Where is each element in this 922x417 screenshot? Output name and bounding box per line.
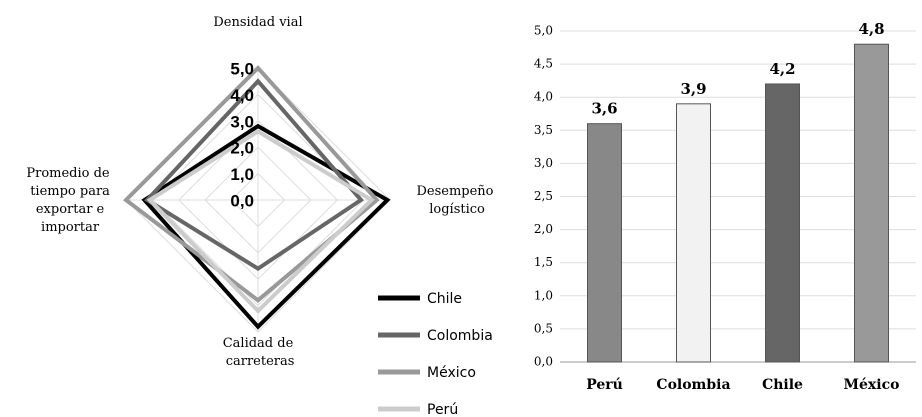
r-tick-label: 5,0 (230, 59, 254, 78)
radar-line (143, 78, 364, 272)
r-tick-label: 0,0 (230, 191, 254, 210)
y-tick-label: 5,0 (534, 24, 553, 38)
y-tick-label: 3,0 (534, 156, 553, 170)
legend-label: Colombia (427, 328, 493, 344)
y-tick-label: 1,0 (534, 288, 553, 302)
y-tick-label: 2,5 (534, 189, 553, 203)
r-tick-label: 4,0 (230, 86, 254, 105)
y-tick-label: 0,0 (534, 355, 553, 369)
r-tick-label: 1,0 (230, 165, 254, 184)
axis-label: Promedio de tiempo para exportar e impor… (26, 166, 110, 235)
radar-line (146, 129, 375, 314)
y-tick-label: 4,0 (534, 90, 553, 104)
x-tick-label: Chile (762, 377, 803, 393)
axis-label: Densidad vial (213, 15, 302, 30)
x-tick-label: Perú (586, 377, 623, 393)
radar-line (141, 123, 391, 330)
r-tick-label: 2,0 (230, 139, 254, 158)
bar (587, 123, 622, 363)
y-tick-label: 3,5 (534, 123, 553, 137)
y-tick-label: 0,5 (534, 321, 553, 335)
legend-label: Perú (427, 402, 458, 417)
radar-line (122, 65, 380, 303)
value-label: 3,9 (680, 80, 706, 98)
x-tick-label: Colombia (656, 377, 730, 393)
axis-label: Desempeño logístico (416, 184, 493, 217)
y-tick-label: 4,5 (534, 57, 553, 71)
y-tick-label: 1,5 (534, 255, 553, 269)
y-tick-label: 2,0 (534, 222, 553, 236)
r-tick-label: 3,0 (230, 112, 254, 131)
value-label: 4,8 (858, 20, 884, 38)
bar (765, 83, 800, 363)
axis-label: Calidad de carreteras (222, 336, 295, 369)
x-tick-label: México (844, 377, 900, 393)
legend-label: México (427, 365, 476, 381)
bar (676, 103, 711, 363)
value-label: 4,2 (769, 60, 795, 78)
bar (854, 43, 889, 363)
value-label: 3,6 (591, 100, 617, 118)
legend-label: Chile (427, 291, 462, 307)
